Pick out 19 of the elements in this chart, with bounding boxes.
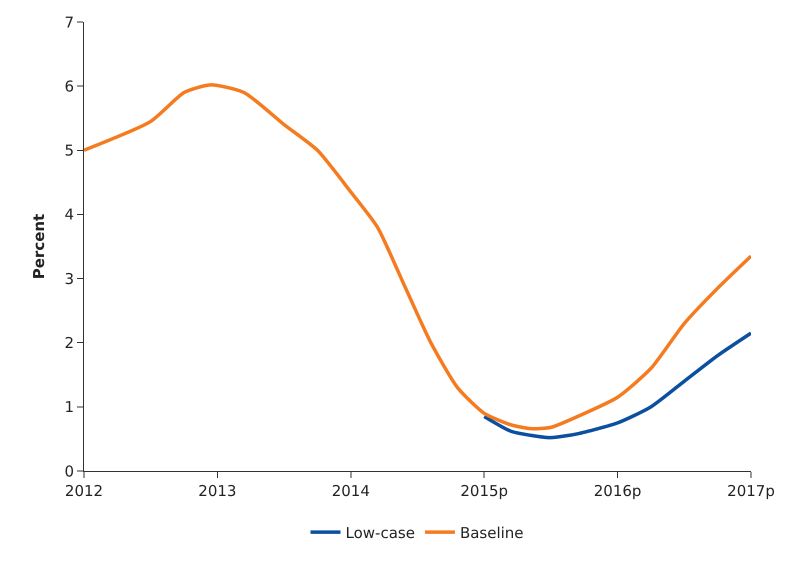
x-tick-label: 2016p — [594, 482, 642, 500]
legend-label: Low-case — [346, 524, 415, 542]
y-tick-label: 0 — [64, 462, 74, 480]
y-tick-label: 1 — [64, 398, 74, 416]
line-series — [84, 83, 751, 430]
legend-label: Baseline — [460, 524, 524, 542]
x-tick-label: 2012 — [64, 482, 104, 500]
y-tick-label: 7 — [64, 13, 74, 32]
y-tick-label: 4 — [64, 206, 74, 224]
x-tick-label: 2017p — [727, 482, 775, 500]
x-tick-label: 2014 — [332, 482, 370, 500]
y-tick-label: 5 — [64, 142, 74, 160]
y-tick-label: 3 — [64, 270, 74, 288]
y-tick-label: 6 — [64, 77, 74, 96]
y-tick-label: 2 — [64, 334, 74, 352]
x-tick-label: 2013 — [198, 482, 236, 500]
y-axis-title: Percent — [30, 214, 48, 280]
x-tick-label: 2015p — [460, 482, 508, 500]
line-series — [482, 331, 751, 440]
